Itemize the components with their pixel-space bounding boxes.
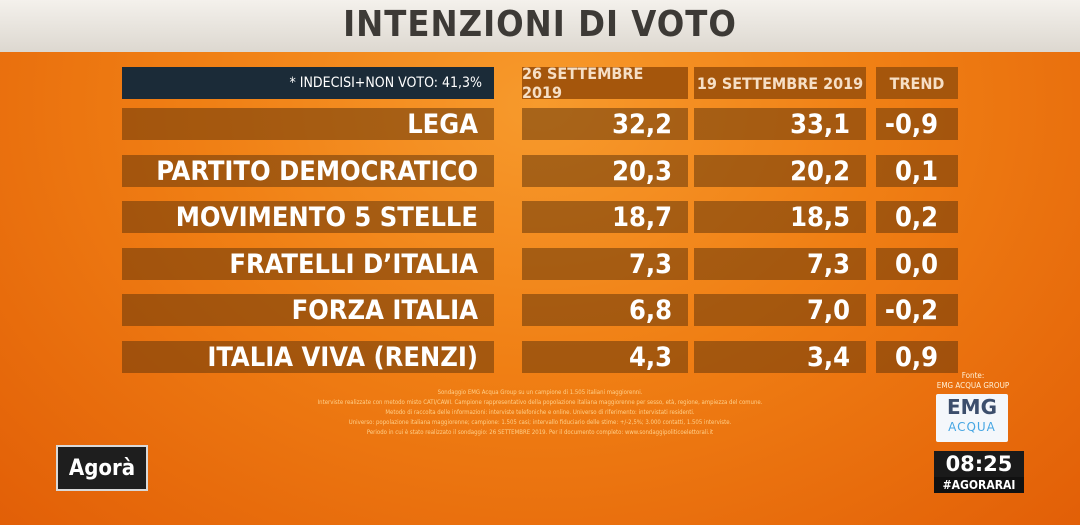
source-label: Fonte: EMG ACQUA GROUP bbox=[930, 371, 1016, 391]
party-label: PARTITO DEMOCRATICO bbox=[122, 155, 494, 187]
methodology-line: Periodo in cui è stato realizzato il son… bbox=[366, 429, 714, 436]
methodology-line: Metodo di raccolta delle informazioni: i… bbox=[385, 409, 695, 416]
clock: 08:25 bbox=[934, 451, 1024, 477]
column-header-previous: 19 SETTEMBRE 2019 bbox=[694, 67, 866, 99]
program-logo: Agorà bbox=[56, 445, 148, 491]
poll-value: 6,8 bbox=[522, 294, 688, 326]
poll-value: 20,2 bbox=[694, 155, 866, 187]
poll-value: 32,2 bbox=[522, 108, 688, 140]
poll-value: 7,3 bbox=[522, 248, 688, 280]
poll-value: 20,3 bbox=[522, 155, 688, 187]
trend-value: -0,9 bbox=[876, 108, 958, 140]
methodology-line: Universo: popolazione italiana maggioren… bbox=[348, 419, 732, 426]
page-title: INTENZIONI DI VOTO bbox=[343, 4, 737, 45]
trend-value: 0,9 bbox=[876, 341, 958, 373]
trend-value: 0,0 bbox=[876, 248, 958, 280]
methodology-line: Sondaggio EMG Acqua Group su un campione… bbox=[437, 389, 643, 396]
poll-value: 3,4 bbox=[694, 341, 866, 373]
emg-acqua-logo: EMG ACQUA bbox=[936, 394, 1008, 442]
trend-value: -0,2 bbox=[876, 294, 958, 326]
methodology-note: Sondaggio EMG Acqua Group su un campione… bbox=[180, 388, 900, 438]
undecided-note: * INDECISI+NON VOTO: 41,3% bbox=[122, 67, 494, 99]
party-label: ITALIA VIVA (RENZI) bbox=[122, 341, 494, 373]
party-label: FORZA ITALIA bbox=[122, 294, 494, 326]
source-name: EMG ACQUA GROUP bbox=[936, 381, 1010, 390]
party-label: LEGA bbox=[122, 108, 494, 140]
title-bar bbox=[0, 0, 1080, 52]
column-header-current: 26 SETTEMBRE 2019 bbox=[522, 64, 688, 102]
methodology-line: Interviste realizzate con metodo misto C… bbox=[317, 399, 763, 406]
party-label: MOVIMENTO 5 STELLE bbox=[122, 201, 494, 233]
logo-line1: EMG bbox=[947, 395, 997, 419]
column-header-trend: TREND bbox=[876, 67, 958, 99]
poll-value: 18,7 bbox=[522, 201, 688, 233]
hashtag: #AGORARAI bbox=[934, 477, 1024, 493]
poll-value: 4,3 bbox=[522, 341, 688, 373]
poll-value: 33,1 bbox=[694, 108, 866, 140]
trend-value: 0,1 bbox=[876, 155, 958, 187]
trend-value: 0,2 bbox=[876, 201, 958, 233]
source-prefix: Fonte: bbox=[961, 371, 985, 380]
poll-value: 7,3 bbox=[694, 248, 866, 280]
poll-value: 7,0 bbox=[694, 294, 866, 326]
poll-value: 18,5 bbox=[694, 201, 866, 233]
party-label: FRATELLI D’ITALIA bbox=[122, 248, 494, 280]
logo-line2: ACQUA bbox=[948, 420, 996, 434]
